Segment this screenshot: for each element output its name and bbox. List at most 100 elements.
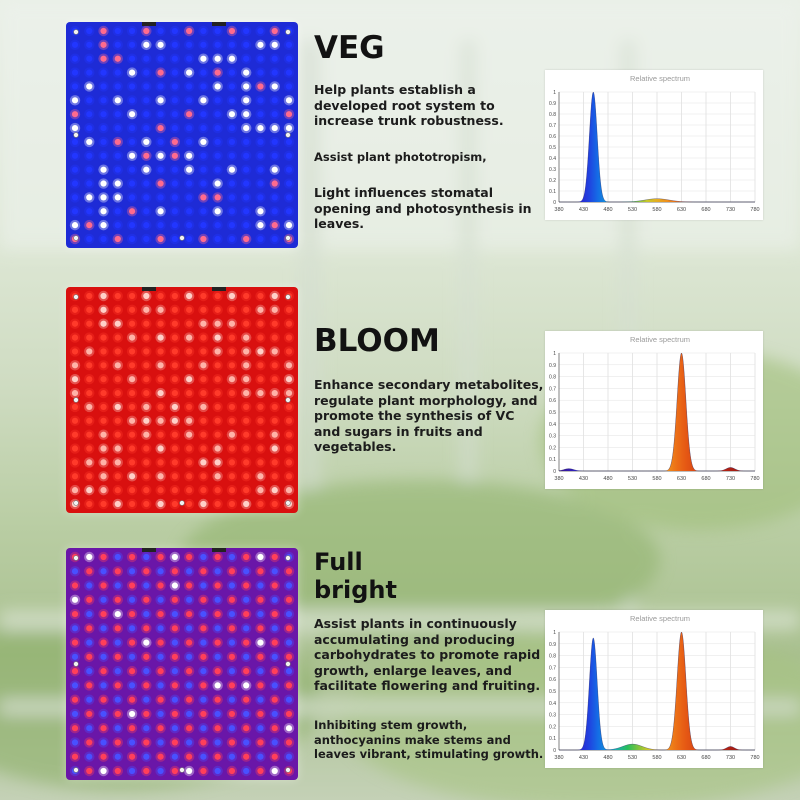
led-diode [128, 403, 136, 411]
led-diode [214, 362, 221, 369]
led-diode [200, 568, 207, 575]
led-diode [228, 596, 236, 603]
led-diode [128, 376, 136, 383]
led-diode [100, 682, 107, 689]
led-diode [100, 553, 107, 561]
led-diode [257, 222, 264, 229]
led-diode [114, 653, 121, 660]
led-diode [285, 725, 293, 732]
led-diode [114, 668, 121, 675]
led-diode [100, 222, 107, 229]
led-diode [285, 55, 293, 62]
x-tick-label: 780 [750, 207, 759, 213]
led-diode [171, 55, 178, 62]
led-diode [128, 111, 136, 118]
led-diode [186, 292, 193, 300]
led-diode [143, 653, 150, 660]
mounting-screw [73, 661, 79, 667]
led-diode [271, 553, 278, 561]
led-diode [128, 767, 136, 775]
led-diode [228, 696, 236, 703]
led-diode [228, 55, 236, 62]
led-diode [171, 124, 178, 132]
led-diode [243, 696, 250, 703]
led-diode [214, 41, 221, 48]
mounting-screw [285, 294, 291, 300]
led-diode [228, 27, 236, 35]
led-diode [86, 362, 93, 369]
led-diode [257, 306, 264, 313]
led-diode [228, 41, 236, 48]
panel-clip [142, 22, 156, 26]
led-diode [114, 27, 121, 35]
led-diode [100, 55, 107, 62]
led-diode [243, 180, 250, 187]
led-diode [285, 166, 293, 173]
led-diode [157, 97, 164, 104]
y-tick-label: 0 [553, 748, 556, 754]
led-diode [114, 431, 121, 438]
led-diode [171, 97, 178, 104]
led-diode [200, 403, 207, 411]
y-tick-label: 0.2 [549, 445, 556, 451]
led-panel-board [66, 287, 298, 513]
led-diode [171, 596, 178, 603]
led-diode [257, 753, 264, 760]
led-diode [114, 152, 121, 159]
led-diode [285, 487, 293, 494]
led-diode [257, 111, 264, 118]
led-diode [285, 111, 293, 118]
led-diode [100, 362, 107, 369]
led-diode [71, 124, 79, 132]
led-diode [285, 138, 293, 146]
led-diode [71, 97, 79, 104]
led-diode [157, 653, 164, 660]
led-diode [228, 445, 236, 452]
led-diode [71, 55, 79, 62]
led-diode [257, 292, 264, 300]
y-tick-label: 0.1 [549, 189, 556, 195]
led-diode [186, 610, 193, 618]
led-diode [128, 348, 136, 355]
led-diode [114, 124, 121, 132]
led-diode [114, 610, 121, 618]
led-diode [271, 27, 278, 35]
led-diode [71, 739, 79, 746]
led-diode [128, 152, 136, 159]
led-diode [200, 753, 207, 760]
led-diode [128, 431, 136, 438]
led-diode [114, 222, 121, 229]
led-diode [86, 767, 93, 775]
led-diode [257, 653, 264, 660]
led-diode [214, 235, 221, 243]
led-diode [157, 235, 164, 243]
full-bright-paragraph-2: Inhibiting stem growth, anthocyanins mak… [314, 718, 544, 761]
led-diode [86, 222, 93, 229]
led-diode [243, 55, 250, 62]
led-diode [200, 235, 207, 243]
led-diode [214, 725, 221, 732]
led-diode [86, 55, 93, 62]
led-diode [171, 553, 178, 561]
led-diode [143, 553, 150, 561]
led-diode [171, 111, 178, 118]
x-tick-label: 680 [701, 476, 710, 482]
mounting-screw [285, 555, 291, 561]
led-diode [114, 682, 121, 689]
led-diode [271, 696, 278, 703]
led-diode [186, 124, 193, 132]
led-diode [157, 725, 164, 732]
led-diode [71, 625, 79, 632]
led-diode [171, 710, 178, 718]
led-diode [71, 376, 79, 383]
led-diode [271, 725, 278, 732]
led-diode [214, 306, 221, 313]
y-tick-label: 0.7 [549, 665, 556, 671]
led-diode [128, 417, 136, 424]
led-diode [243, 459, 250, 466]
led-diode [200, 487, 207, 494]
led-diode [171, 653, 178, 660]
led-diode [271, 348, 278, 355]
led-diode [200, 27, 207, 35]
led-diode [143, 473, 150, 480]
